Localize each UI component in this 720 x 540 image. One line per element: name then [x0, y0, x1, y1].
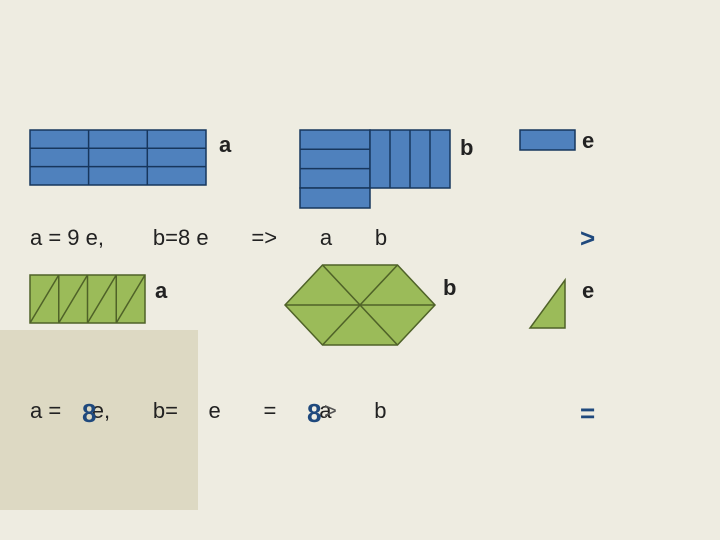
label-b-row2: b — [443, 275, 456, 301]
arrow-row2: > — [324, 398, 337, 424]
answer-b-row2: 8 — [307, 398, 321, 429]
shape-e-blue — [520, 130, 575, 150]
label-b-row1: b — [460, 135, 473, 161]
statement-row1: а = 9 е, b=8 e => a b — [30, 225, 387, 251]
label-e-row2: e — [582, 278, 594, 304]
label-a-row2: a — [155, 278, 167, 304]
answer-cmp-row2: = — [580, 398, 595, 429]
answer-row1: > — [580, 223, 595, 254]
shape-b-green — [285, 265, 435, 345]
shape-b-blue — [300, 130, 450, 208]
answer-a-row2: 8 — [82, 398, 96, 429]
shape-e-green — [530, 280, 565, 328]
label-a-row1: a — [219, 132, 231, 158]
label-e-row1: e — [582, 128, 594, 154]
shape-a-green — [30, 275, 145, 323]
shape-a-blue — [30, 130, 206, 185]
